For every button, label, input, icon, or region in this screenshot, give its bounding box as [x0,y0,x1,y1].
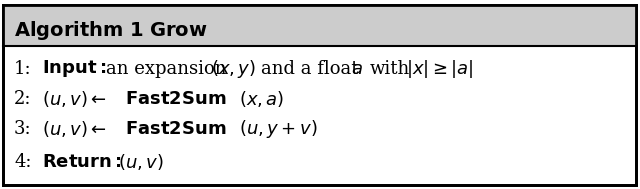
Text: $\mathbf{Fast2Sum}$: $\mathbf{Fast2Sum}$ [125,90,226,108]
Text: $\mathbf{Fast2Sum}$: $\mathbf{Fast2Sum}$ [125,120,226,139]
Text: 2:: 2: [14,90,31,108]
Text: $|x| \geq |a|$: $|x| \geq |a|$ [406,58,474,80]
Text: $a$: $a$ [351,60,363,78]
Text: and a float: and a float [261,60,358,78]
FancyBboxPatch shape [3,5,636,185]
Text: $(u, y + v)$: $(u, y + v)$ [239,119,317,140]
Text: 3:: 3: [14,120,32,139]
FancyBboxPatch shape [3,6,636,46]
Text: an expansion: an expansion [106,60,226,78]
Text: with: with [370,60,410,78]
Text: $\mathbf{Return:}$: $\mathbf{Return:}$ [42,153,122,171]
Text: $(x, a)$: $(x, a)$ [239,89,284,109]
Text: 4:: 4: [14,153,31,171]
Text: 1:: 1: [14,60,32,78]
Text: $(u, v) \leftarrow$: $(u, v) \leftarrow$ [42,119,106,139]
Text: $(u, v) \leftarrow$: $(u, v) \leftarrow$ [42,89,106,109]
Text: $(x, y)$: $(x, y)$ [211,58,256,80]
Text: $\mathbf{Input:}$: $\mathbf{Input:}$ [42,58,106,80]
Text: $(u, v)$: $(u, v)$ [118,152,164,172]
Text: $\bf{Algorithm\ 1\ Grow}$: $\bf{Algorithm\ 1\ Grow}$ [14,19,207,42]
